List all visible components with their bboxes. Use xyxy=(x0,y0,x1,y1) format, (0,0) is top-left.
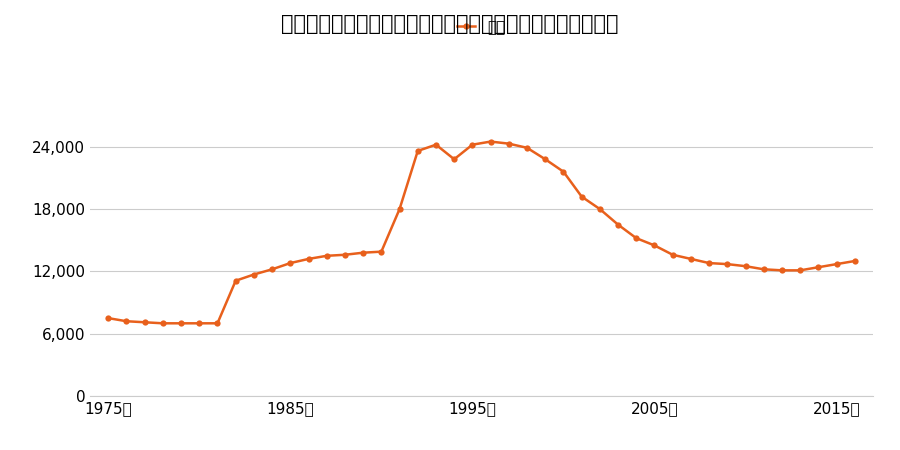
価格 xyxy=(522,145,533,150)
価格 xyxy=(686,256,697,261)
価格 xyxy=(722,261,733,267)
価格 xyxy=(667,252,678,257)
Legend: 価格: 価格 xyxy=(457,20,506,35)
価格 xyxy=(248,272,259,277)
価格 xyxy=(303,256,314,261)
価格 xyxy=(832,261,842,267)
価格 xyxy=(485,139,496,144)
価格 xyxy=(176,320,186,326)
価格 xyxy=(631,235,642,241)
価格 xyxy=(357,250,368,256)
価格 xyxy=(339,252,350,257)
価格 xyxy=(212,320,223,326)
価格 xyxy=(759,266,769,272)
価格 xyxy=(649,243,660,248)
価格 xyxy=(777,268,788,273)
価格 xyxy=(813,265,824,270)
価格 xyxy=(158,320,168,326)
価格 xyxy=(595,207,606,212)
価格 xyxy=(576,194,587,199)
価格 xyxy=(140,320,150,325)
Text: 福島県郡山市田村町金屋字川久保５６番ほか１筆の地価推移: 福島県郡山市田村町金屋字川久保５６番ほか１筆の地価推移 xyxy=(281,14,619,33)
価格 xyxy=(121,319,131,324)
価格 xyxy=(449,157,460,162)
価格 xyxy=(740,264,751,269)
価格 xyxy=(194,320,204,326)
価格 xyxy=(412,148,423,153)
価格 xyxy=(266,266,277,272)
価格 xyxy=(613,222,624,227)
価格 xyxy=(430,142,441,148)
価格 xyxy=(376,249,387,254)
価格 xyxy=(704,261,715,266)
価格 xyxy=(394,207,405,212)
価格 xyxy=(503,141,514,146)
価格 xyxy=(540,157,551,162)
価格 xyxy=(285,261,296,266)
価格 xyxy=(558,169,569,175)
価格 xyxy=(850,258,860,264)
価格 xyxy=(103,315,113,321)
価格 xyxy=(321,253,332,258)
Line: 価格: 価格 xyxy=(105,139,858,326)
価格 xyxy=(230,278,241,284)
価格 xyxy=(467,142,478,148)
価格 xyxy=(795,268,806,273)
